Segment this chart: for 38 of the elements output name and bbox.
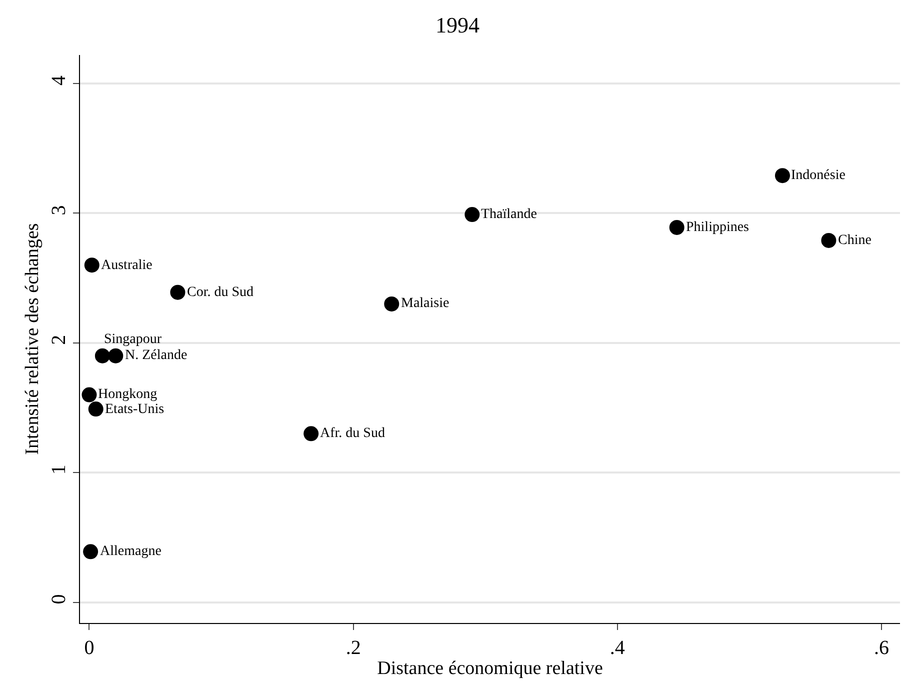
point <box>82 387 97 402</box>
point <box>84 258 100 273</box>
y-tick-label: 0 <box>48 594 70 604</box>
annotation: N. Zélande <box>125 348 188 363</box>
annotation: Hongkong <box>98 387 158 402</box>
y-tick-label: 4 <box>48 76 70 86</box>
annotation: Afr. du Sud <box>320 426 385 441</box>
annotation: Thaïlande <box>481 207 537 222</box>
annotation: Malaisie <box>401 296 450 311</box>
point <box>88 402 104 417</box>
annotation: Cor. du Sud <box>187 285 254 300</box>
x-tick-label: .4 <box>610 637 625 659</box>
point <box>384 296 400 312</box>
annotation: Philippines <box>686 220 750 235</box>
point <box>170 284 186 300</box>
point <box>821 232 836 248</box>
point <box>108 348 124 364</box>
annotation: Australie <box>101 258 152 273</box>
y-tick-label: 3 <box>48 205 70 216</box>
y-tick-label: 1 <box>48 464 70 475</box>
x-axis-title: Distance économique relative <box>377 658 603 679</box>
annotation: Etats-Unis <box>105 402 164 417</box>
point <box>83 544 98 560</box>
point <box>774 168 790 184</box>
y-tick-label: 2 <box>48 334 70 345</box>
y-axis-title: Intensité relative des échanges <box>22 223 43 455</box>
x-tick-label: 0 <box>84 637 94 659</box>
annotation: Singapour <box>104 332 162 347</box>
x-tick-label: .2 <box>346 637 361 659</box>
annotation: Allemagne <box>100 544 162 559</box>
x-tick-label: .6 <box>874 637 890 659</box>
point <box>669 220 684 235</box>
annotation: Chine <box>838 233 872 248</box>
point <box>94 348 110 364</box>
point <box>464 207 480 222</box>
point <box>304 426 319 442</box>
chart-title: 1994 <box>436 12 480 38</box>
annotation: Indonésie <box>791 168 846 183</box>
